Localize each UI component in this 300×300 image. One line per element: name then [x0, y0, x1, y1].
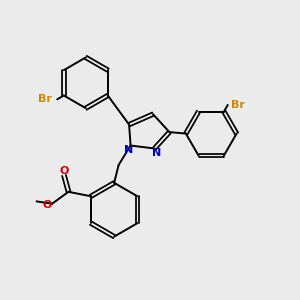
Text: Br: Br: [38, 94, 52, 104]
Text: Br: Br: [231, 100, 244, 110]
Text: O: O: [59, 166, 69, 176]
Text: N: N: [124, 145, 134, 155]
Text: N: N: [152, 148, 161, 158]
Text: O: O: [43, 200, 52, 210]
